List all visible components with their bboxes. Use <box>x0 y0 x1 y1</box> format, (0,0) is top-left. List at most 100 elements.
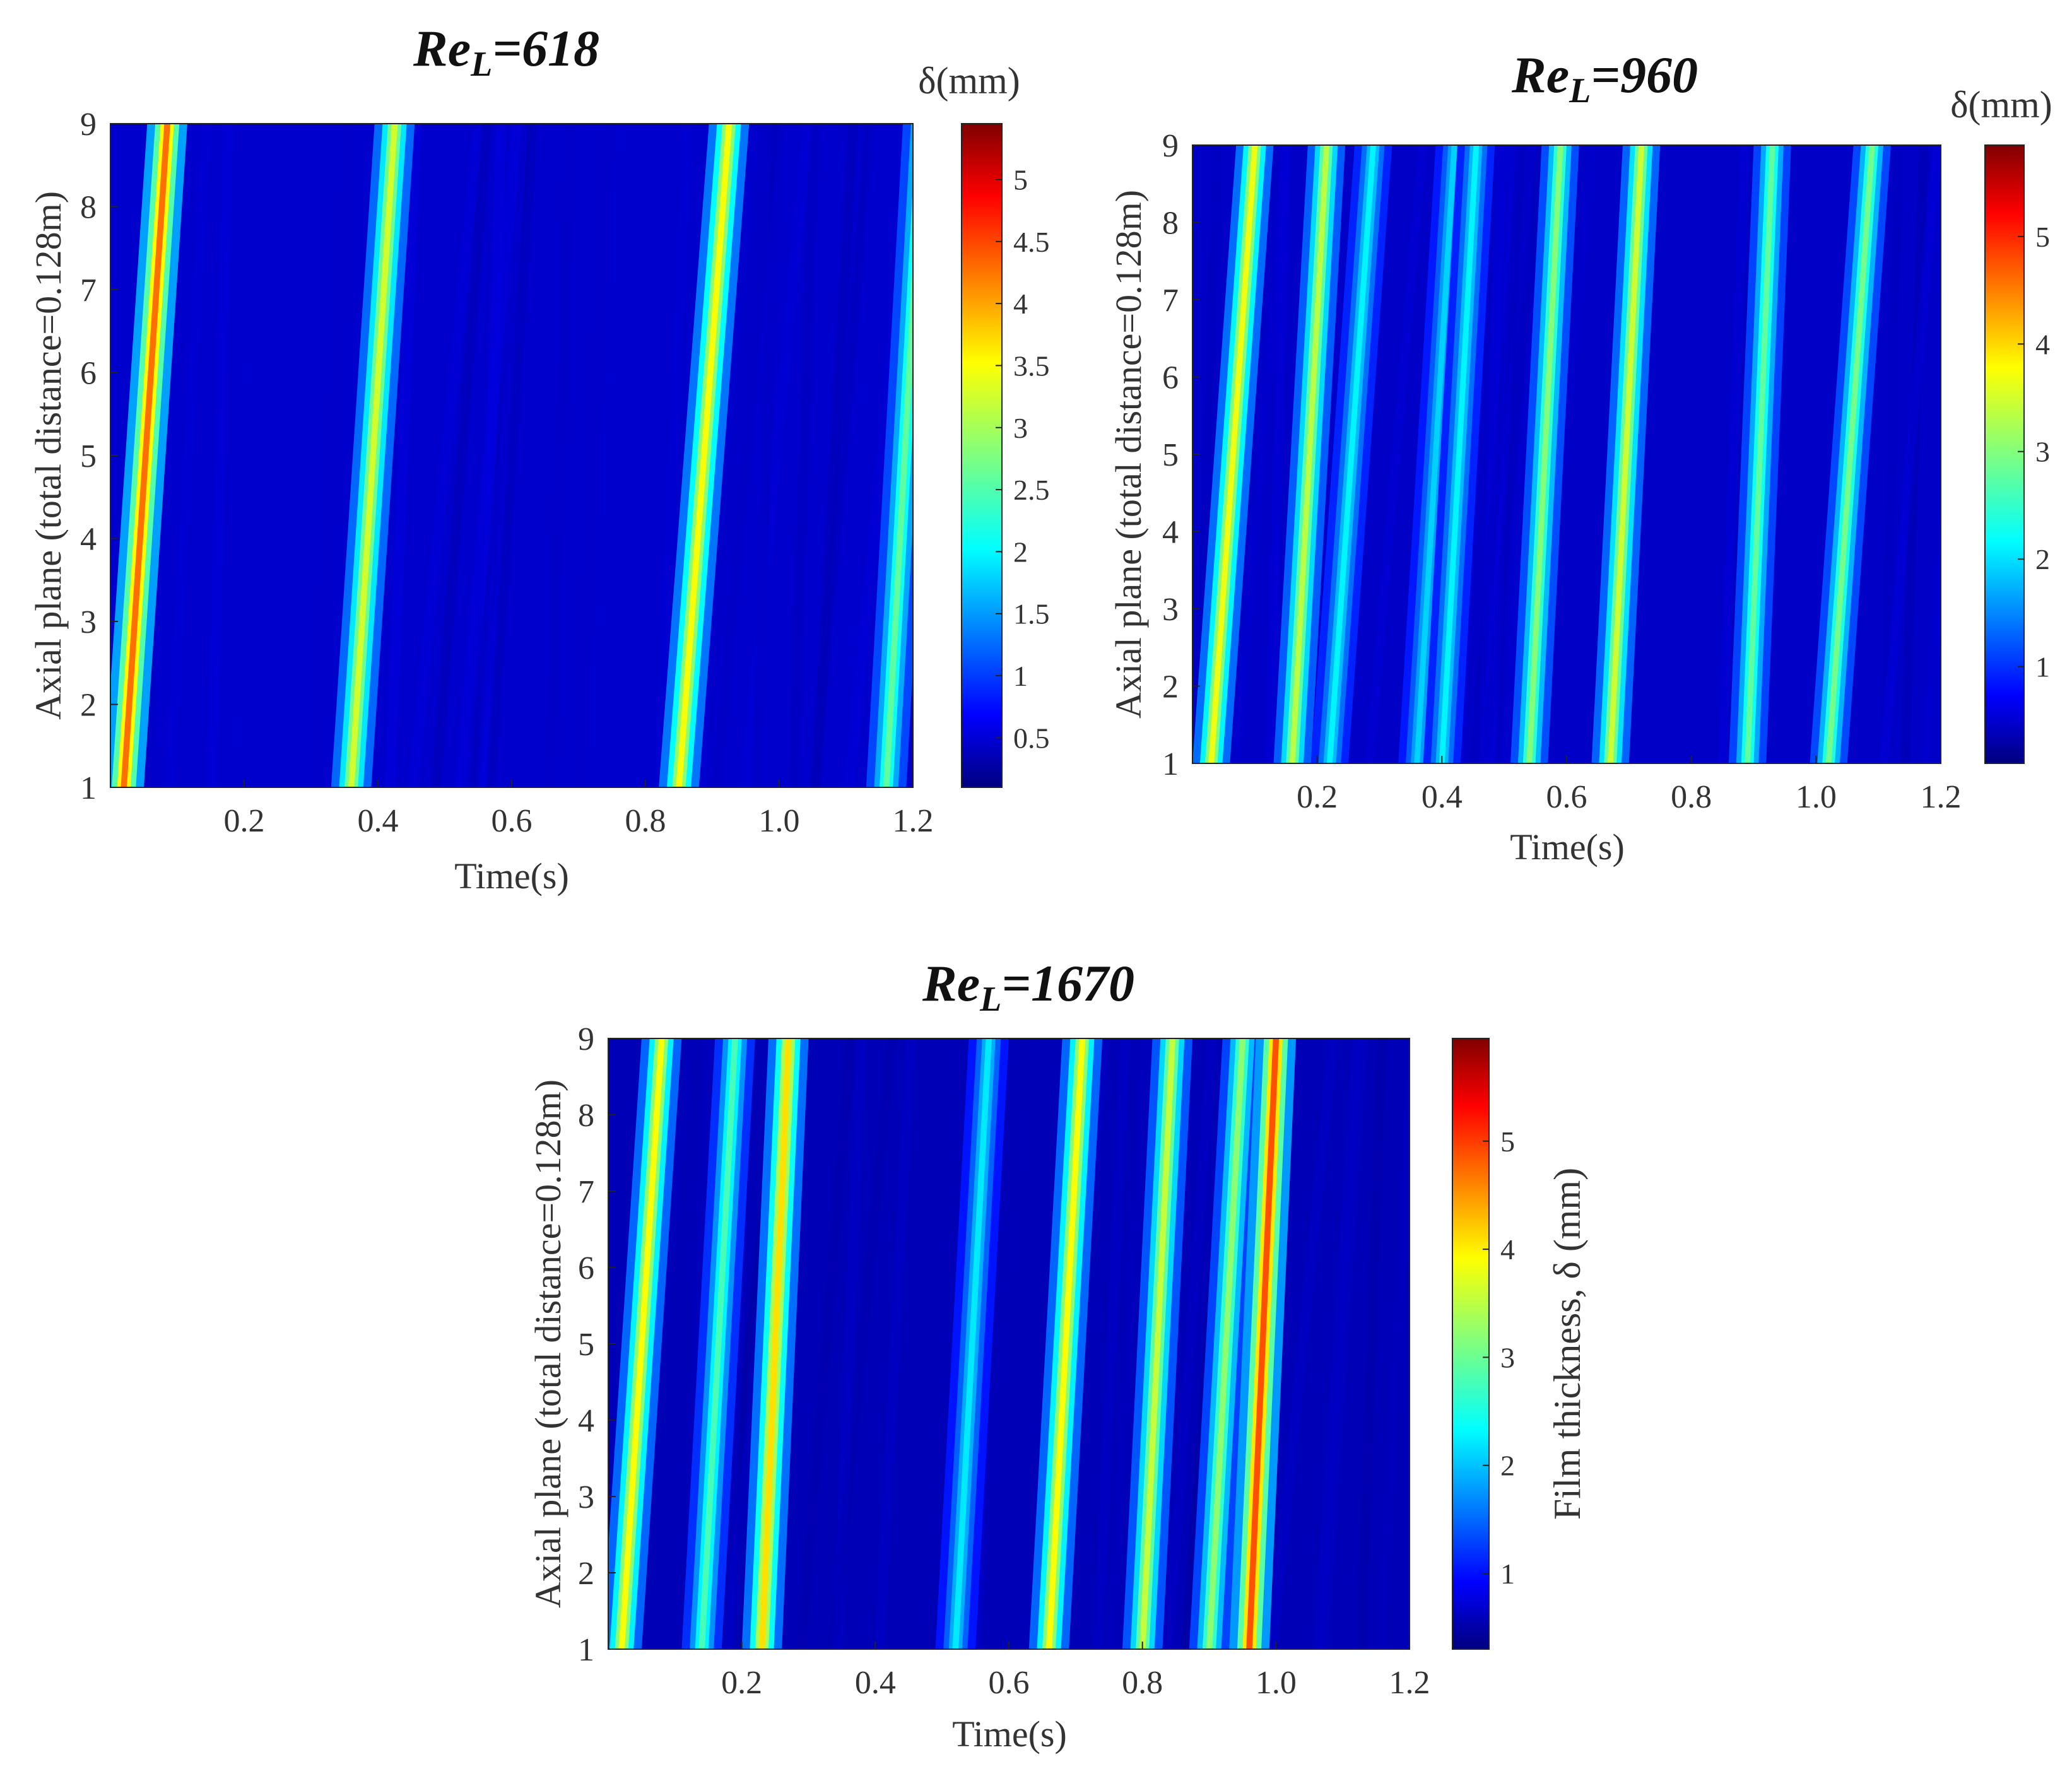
heatmap-texture-band <box>739 124 813 787</box>
wave-streak-layer <box>1045 1038 1086 1649</box>
x-axis-label: Time(s) <box>952 1713 1067 1754</box>
heatmap-texture-band <box>1880 145 1903 763</box>
wave-streak <box>1510 145 1579 763</box>
colorbar-label: δ(mm) <box>1950 84 2052 126</box>
heatmap-texture-band <box>165 124 212 787</box>
heatmap-texture-band <box>207 124 233 787</box>
y-axis-label: Axial plane (total distance=0.128m) <box>28 191 69 720</box>
y-tick-label: 4 <box>1162 515 1179 551</box>
title-value: =1670 <box>1001 955 1134 1012</box>
wave-streak-layer <box>1139 1038 1176 1649</box>
colorbar-tick-label: 4 <box>2035 328 2050 360</box>
y-tick-label: 5 <box>1162 437 1179 473</box>
heatmap-texture-band <box>544 124 577 787</box>
colorbar-tick-label: 5 <box>1500 1125 1515 1158</box>
heatmap-texture-band <box>1481 145 1545 763</box>
x-tick-label: 0.6 <box>492 803 533 839</box>
y-tick-label: 5 <box>80 438 97 474</box>
colorbar-tick-label: 1 <box>1013 660 1028 692</box>
wave-streak <box>1028 1038 1103 1649</box>
wave-streak-layer <box>676 124 733 787</box>
colorbar-tick-labels: 1 2 3 4 5 <box>1483 1125 1515 1590</box>
y-tick-label: 1 <box>80 770 97 806</box>
heatmap-texture-band <box>1267 1038 1339 1649</box>
heatmap-texture-band <box>1376 1038 1410 1649</box>
x-tick-label: 0.8 <box>625 803 666 839</box>
title-subscript: L <box>1569 71 1591 110</box>
colorbar-tick-labels: 0.5 1 1.5 2 2.5 3 3.5 4 4.5 5 <box>996 163 1050 754</box>
heatmap-texture-band <box>310 124 355 787</box>
y-tick-label: 4 <box>578 1403 594 1439</box>
heatmap-texture-band <box>536 124 600 787</box>
heatmap-texture-band <box>588 124 627 787</box>
colorbar-tick-label: 0.5 <box>1013 722 1050 754</box>
x-tick-labels: 0.2 0.4 0.6 0.8 1.0 1.2 <box>721 1642 1430 1701</box>
y-tick-labels: 1 2 3 4 5 6 7 8 9 <box>1162 128 1200 782</box>
wave-streak-layer <box>952 1038 992 1649</box>
heatmap-texture-band <box>1726 145 1751 763</box>
title-subscript: L <box>470 45 492 84</box>
colorbar-frame <box>961 123 1003 788</box>
x-axis-label: Time(s) <box>454 855 569 896</box>
colorbar-label: Film thickness, δ (mm) <box>1546 1168 1588 1520</box>
title-prefix: Re <box>922 955 980 1012</box>
wave-streak-layer <box>1745 145 1775 763</box>
wave-streak-layer <box>348 124 398 787</box>
heatmap-texture-band <box>1717 145 1750 763</box>
x-tick-label: 1.0 <box>1256 1665 1297 1701</box>
y-tick-label: 6 <box>80 356 97 392</box>
heatmap-texture-band <box>711 124 780 787</box>
x-tick-label: 1.0 <box>759 803 800 839</box>
wave-streak <box>1591 145 1661 763</box>
heatmap-texture-band <box>1232 145 1291 763</box>
heatmap-texture-band <box>485 124 538 787</box>
wave-streak-layer <box>1526 145 1563 763</box>
colorbar-tick-label: 3 <box>2035 436 2050 468</box>
y-axis-label: Axial plane (total distance=0.128m) <box>1108 190 1149 719</box>
heatmap-texture-band <box>1478 145 1506 763</box>
wave-streak <box>681 1038 755 1649</box>
heatmap-texture-band <box>1469 145 1527 763</box>
x-tick-label: 0.8 <box>1122 1665 1163 1701</box>
wave-streak <box>935 1038 1009 1649</box>
wave-streak-layer <box>1206 1038 1246 1649</box>
heatmap-texture-band <box>697 124 771 787</box>
x-tick-label: 1.2 <box>1921 779 1962 815</box>
y-axis-label: Axial plane (total distance=0.128m) <box>527 1079 568 1608</box>
x-axis-label: Time(s) <box>1510 826 1625 867</box>
wave-streak-layer <box>1439 145 1480 763</box>
x-tick-labels: 0.2 0.4 0.6 0.8 1.0 1.2 <box>1297 756 1962 815</box>
panel-title: ReL=960 <box>1511 46 1698 110</box>
y-tick-label: 7 <box>578 1174 594 1210</box>
colorbar-tick-label: 5 <box>2035 221 2050 253</box>
wave-streak-layer <box>1208 145 1258 763</box>
x-tick-label: 0.6 <box>989 1665 1030 1701</box>
y-tick-label: 8 <box>578 1098 594 1134</box>
heatmap-texture-band <box>970 1038 1039 1649</box>
wave-streak <box>1310 145 1392 763</box>
wave-streak-layer <box>1607 145 1645 763</box>
wave-streak-layer <box>1326 145 1377 763</box>
colorbar-tick-label: 1 <box>2035 651 2050 683</box>
heatmap-texture-band <box>469 124 533 787</box>
x-tick-label: 1.2 <box>1389 1665 1430 1701</box>
wave-streak <box>1728 145 1791 763</box>
y-tick-label: 2 <box>578 1556 594 1592</box>
colorbar-label: δ(mm) <box>918 60 1020 102</box>
heatmap-plot <box>110 124 913 787</box>
title-value: =960 <box>1591 46 1698 103</box>
y-tick-label: 1 <box>578 1632 594 1668</box>
title-subscript: L <box>979 980 1001 1019</box>
panel-re-1670: ReL=1670 0.2 0.4 0.6 0.8 1.0 1.2 1 2 3 4 5 6 7 8 9 Ti… <box>527 955 1588 1754</box>
heatmap-texture-band <box>874 1038 916 1649</box>
wave-streak-layer <box>618 1038 665 1649</box>
colorbar-tick-label: 3 <box>1013 412 1028 444</box>
colorbar <box>1985 145 2024 763</box>
colorbar-tick-label: 4 <box>1013 288 1028 320</box>
heatmap-texture-band <box>1487 145 1521 763</box>
heatmap-texture-band <box>1495 145 1523 763</box>
heatmap-texture-band <box>1265 145 1292 763</box>
heatmap-texture-band <box>832 1038 867 1649</box>
y-tick-label: 9 <box>80 107 97 143</box>
